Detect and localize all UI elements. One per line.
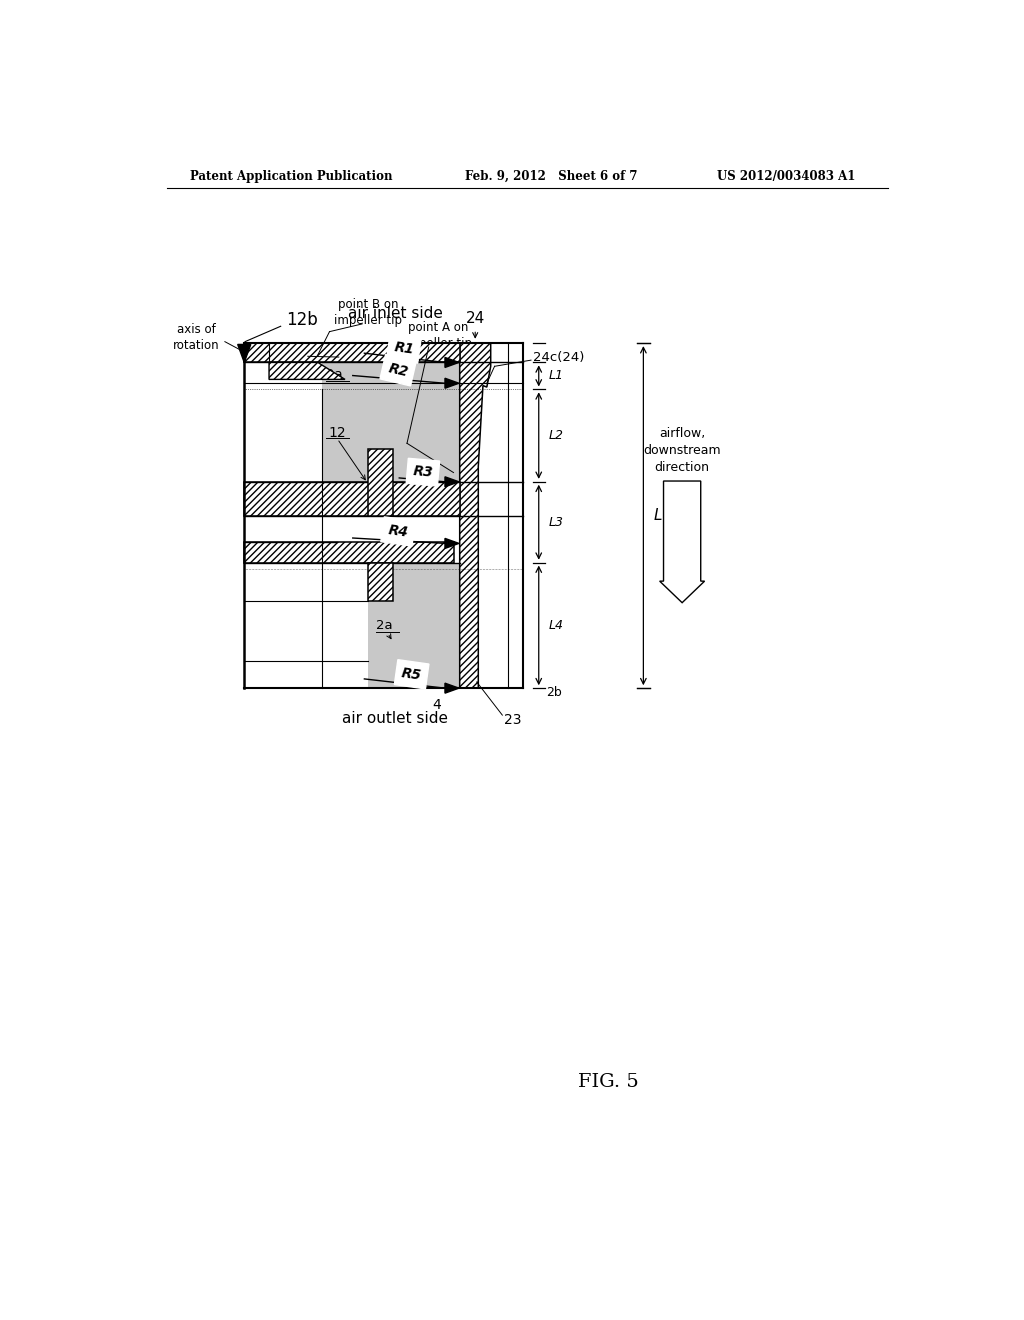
Text: air inlet side: air inlet side xyxy=(348,306,442,322)
Text: airflow,
downstream
direction: airflow, downstream direction xyxy=(643,426,721,474)
Text: L2: L2 xyxy=(549,429,564,442)
Text: 4: 4 xyxy=(432,698,440,711)
Polygon shape xyxy=(445,358,459,367)
Text: Patent Application Publication: Patent Application Publication xyxy=(190,169,392,182)
Text: R1: R1 xyxy=(393,341,415,356)
Text: 12b: 12b xyxy=(286,312,317,329)
Text: 23: 23 xyxy=(504,714,521,727)
Text: R3: R3 xyxy=(413,465,433,480)
Polygon shape xyxy=(445,539,459,548)
Text: 2a: 2a xyxy=(326,368,342,381)
Text: L1: L1 xyxy=(549,370,564,383)
Polygon shape xyxy=(269,363,345,379)
Text: L3: L3 xyxy=(549,516,564,529)
Bar xyxy=(245,541,454,562)
Text: axis of
rotation: axis of rotation xyxy=(173,322,219,351)
Bar xyxy=(369,450,393,516)
Bar xyxy=(322,363,460,389)
Text: 12c: 12c xyxy=(328,346,352,359)
Bar xyxy=(322,389,460,482)
Text: R2: R2 xyxy=(387,362,410,379)
Polygon shape xyxy=(445,379,459,388)
Text: L: L xyxy=(653,508,662,523)
Text: R4: R4 xyxy=(387,523,410,540)
Polygon shape xyxy=(445,684,459,693)
Text: FIG. 5: FIG. 5 xyxy=(579,1073,639,1092)
Text: US 2012/0034083 A1: US 2012/0034083 A1 xyxy=(717,169,855,182)
FancyArrow shape xyxy=(659,480,705,603)
Polygon shape xyxy=(238,345,251,363)
Text: R5: R5 xyxy=(400,667,423,682)
Text: L4: L4 xyxy=(549,619,564,632)
Bar xyxy=(369,562,393,601)
Text: air outlet side: air outlet side xyxy=(342,711,449,726)
Bar xyxy=(369,562,460,688)
Text: point B on
impeller tip: point B on impeller tip xyxy=(334,298,402,327)
Bar xyxy=(245,343,460,363)
Text: 2b: 2b xyxy=(547,685,562,698)
Text: 2a: 2a xyxy=(376,619,392,632)
Text: Feb. 9, 2012   Sheet 6 of 7: Feb. 9, 2012 Sheet 6 of 7 xyxy=(465,169,638,182)
Polygon shape xyxy=(445,477,459,487)
Bar xyxy=(245,482,460,516)
Text: 24c(24): 24c(24) xyxy=(534,351,585,363)
Text: point A on
impeller tip: point A on impeller tip xyxy=(404,321,472,350)
Polygon shape xyxy=(460,343,490,688)
Text: 12: 12 xyxy=(329,425,346,440)
Text: 24: 24 xyxy=(466,312,484,326)
